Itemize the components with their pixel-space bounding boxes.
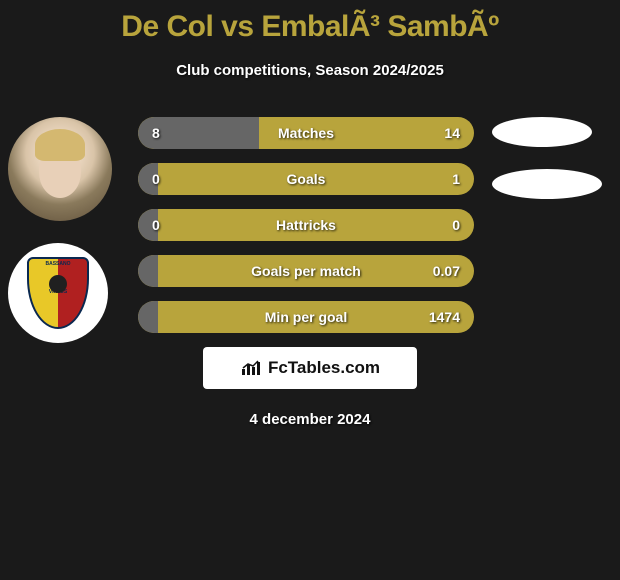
club-top-text: BASSANO [45, 261, 70, 267]
club-mid-text: VIRTUS [49, 289, 67, 295]
stat-label: Matches [278, 125, 334, 141]
blob-shape [492, 117, 592, 147]
stat-row: 0 Hattricks 0 [138, 209, 474, 241]
stat-left-value: 0 [152, 171, 160, 187]
stat-left-value: 8 [152, 125, 160, 141]
stat-label: Hattricks [276, 217, 336, 233]
player-avatar [8, 117, 112, 221]
stat-right-value: 14 [444, 125, 460, 141]
blob-shape [492, 169, 602, 199]
avatars-column: BASSANO VIRTUS [8, 117, 112, 343]
attribution-logo[interactable]: FcTables.com [203, 347, 417, 389]
comparison-content: BASSANO VIRTUS 8 Matches 14 0 Goals 1 0 Hattric… [0, 117, 620, 333]
stat-right-value: 1 [452, 171, 460, 187]
stat-row: 8 Matches 14 [138, 117, 474, 149]
attribution-text: FcTables.com [268, 358, 380, 378]
page-subtitle: Club competitions, Season 2024/2025 [0, 62, 620, 79]
stat-left-value: 0 [152, 217, 160, 233]
stat-row: Goals per match 0.07 [138, 255, 474, 287]
club-avatar: BASSANO VIRTUS [8, 243, 108, 343]
stat-rows: 8 Matches 14 0 Goals 1 0 Hattricks 0 Goals per ma… [138, 117, 474, 333]
right-blobs [492, 117, 602, 199]
stat-fill [138, 301, 158, 333]
stat-right-value: 0.07 [433, 263, 460, 279]
stat-right-value: 1474 [429, 309, 460, 325]
stat-row: 0 Goals 1 [138, 163, 474, 195]
stat-fill [138, 255, 158, 287]
footer-date: 4 december 2024 [0, 411, 620, 428]
club-shield-icon: BASSANO VIRTUS [27, 257, 89, 329]
page-title: De Col vs EmbalÃ³ SambÃº [0, 0, 620, 44]
stat-right-value: 0 [452, 217, 460, 233]
stat-label: Goals [287, 171, 326, 187]
stat-label: Goals per match [251, 263, 361, 279]
chart-icon [240, 359, 262, 377]
stat-row: Min per goal 1474 [138, 301, 474, 333]
stat-label: Min per goal [265, 309, 347, 325]
